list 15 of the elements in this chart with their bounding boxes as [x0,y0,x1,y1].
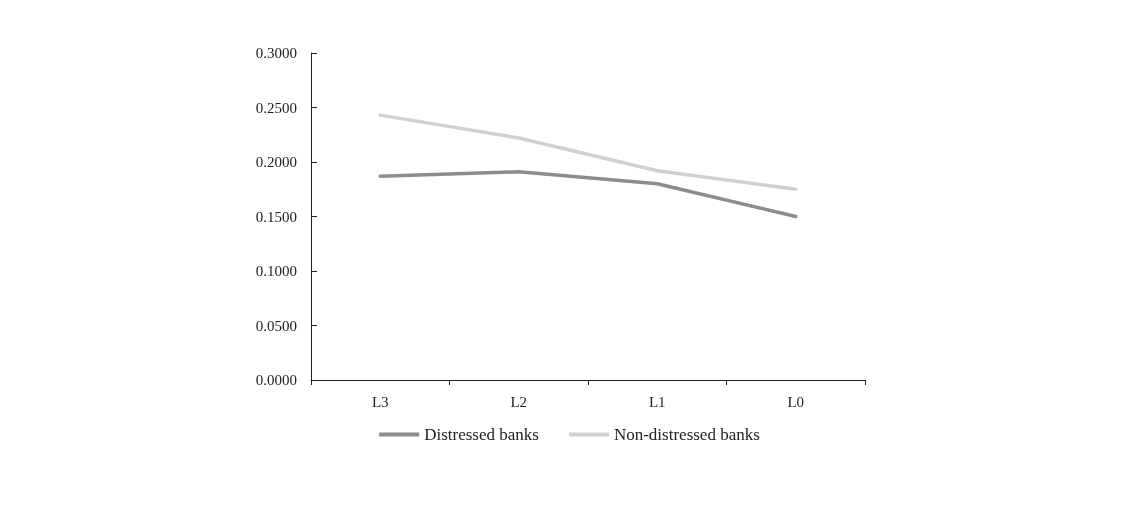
y-tick-label: 0.2500 [255,99,297,116]
x-tick-label: L1 [648,393,666,410]
y-tick-label: 0.3000 [255,45,297,61]
x-tick-label: L0 [787,393,805,410]
y-tick-label: 0.0500 [255,317,297,334]
legend-label: Non-distressed banks [613,425,760,444]
y-tick-label: 0.2000 [255,154,297,170]
x-tick-label: L3 [371,393,389,410]
y-tick-label: 0.0000 [255,372,297,388]
x-tick-label: L2 [510,393,528,410]
legend-label: Distressed banks [424,425,539,444]
line-series [378,170,798,219]
line-series [378,113,798,191]
y-tick-label: 0.1000 [255,263,297,279]
y-tick-label: 0.1500 [255,208,297,225]
